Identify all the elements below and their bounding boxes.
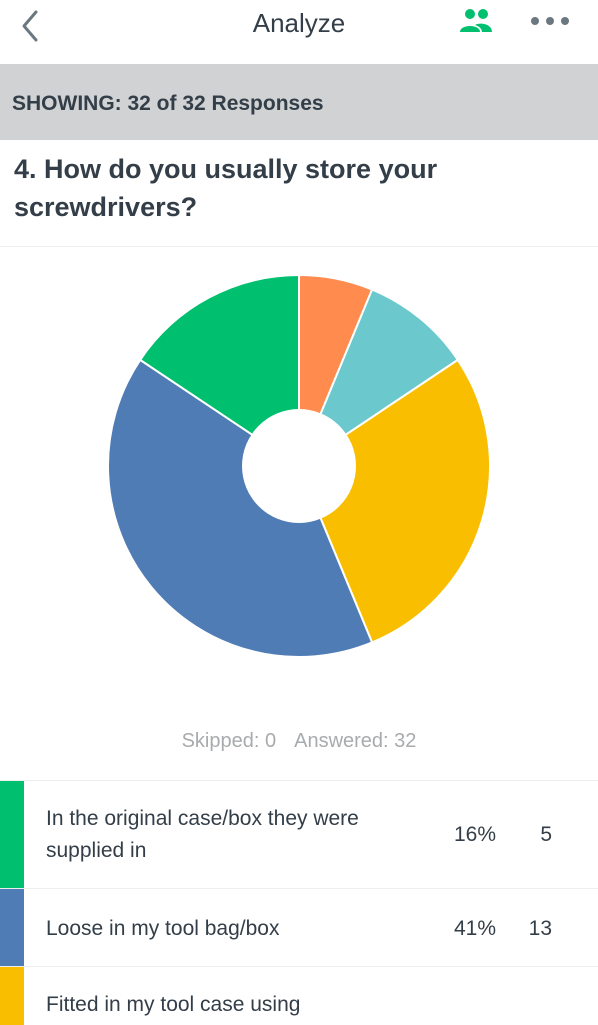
- skipped-count: Skipped: 0: [181, 730, 277, 752]
- answer-count: 5: [540, 823, 552, 846]
- page-title: Analyze: [252, 8, 346, 38]
- answer-color-swatch: [0, 967, 24, 1025]
- divider: [0, 246, 598, 247]
- donut-hole: [242, 409, 356, 523]
- chevron-left-icon[interactable]: [16, 6, 46, 46]
- answer-percent: 16%: [453, 823, 496, 846]
- pie-slice[interactable]: [296, 288, 460, 469]
- people-icon[interactable]: [456, 6, 496, 36]
- showing-responses-bar[interactable]: SHOWING: 32 of 32 Responses: [0, 64, 598, 140]
- nav-bar: Analyze: [0, 0, 598, 64]
- question-title: 4. How do you usually store your screwdr…: [14, 154, 438, 222]
- answer-color-swatch: [0, 889, 24, 967]
- answered-count: Answered: 32: [294, 730, 417, 752]
- pie-slice[interactable]: [138, 273, 300, 468]
- answer-row[interactable]: Fitted in my tool case using: [0, 966, 598, 1025]
- response-stats: Skipped: 0 Answered: 32: [0, 730, 598, 753]
- pie-slice[interactable]: [297, 358, 491, 644]
- more-horizontal-icon[interactable]: [528, 14, 572, 28]
- answer-count: 13: [528, 917, 552, 940]
- answer-percent: 41%: [453, 917, 496, 940]
- answer-label: Loose in my tool bag/box: [46, 917, 280, 940]
- answer-label: In the original case/box they were suppl…: [46, 807, 359, 862]
- pie-slice[interactable]: [107, 358, 374, 658]
- answer-label: Fitted in my tool case using: [46, 993, 301, 1016]
- answer-row[interactable]: In the original case/box they were suppl…: [0, 780, 598, 889]
- answer-color-swatch: [0, 781, 24, 889]
- donut-chart: [107, 273, 491, 658]
- answer-row[interactable]: Loose in my tool bag/box 41% 13: [0, 888, 598, 967]
